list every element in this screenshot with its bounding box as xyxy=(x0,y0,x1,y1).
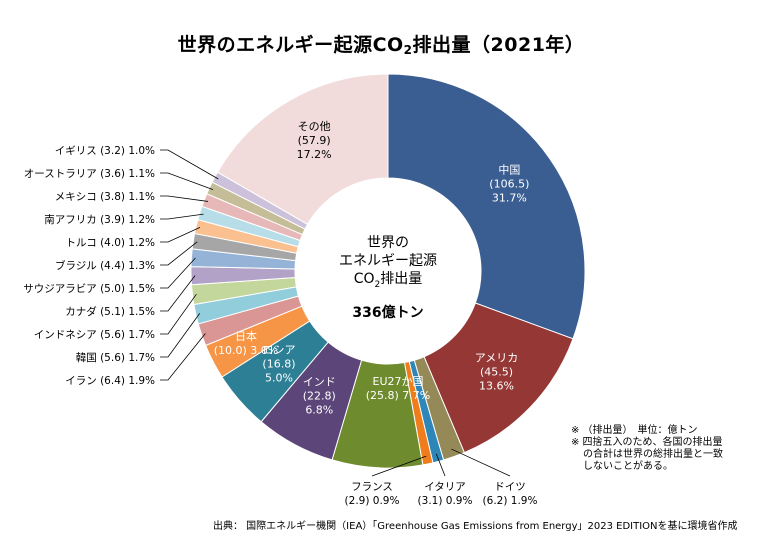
slice-0 xyxy=(387,73,586,340)
slice-6-value: (22.8) xyxy=(303,390,336,403)
leader-line-19 xyxy=(160,149,219,180)
slice-7-value: (16.8) xyxy=(262,358,295,371)
slice-18-label: オーストラリア (3.6) 1.1% xyxy=(24,168,155,180)
leader-line-9 xyxy=(160,333,206,381)
leader-line-4 xyxy=(371,455,427,477)
leader-line-17 xyxy=(160,195,209,202)
slice-15-label: トルコ (4.0) 1.2% xyxy=(65,237,155,249)
leader-line-16 xyxy=(160,213,204,220)
slice-1-pct: 13.6% xyxy=(479,380,514,393)
slice-3-name: イタリア xyxy=(424,481,466,493)
slice-3-value-pct: (3.1) 0.9% xyxy=(418,495,473,507)
slice-20-value: (57.9) xyxy=(298,134,331,147)
slice-9-label: イラン (6.4) 1.9% xyxy=(65,375,155,387)
slice-8-name: 日本 xyxy=(235,329,257,343)
slice-5-name: EU27か国 xyxy=(373,375,424,388)
leader-line-3 xyxy=(435,453,446,477)
chart-title: 世界のエネルギー起源CO2排出量（2021年） xyxy=(177,34,585,57)
leader-line-15 xyxy=(160,227,201,243)
center-line-2: エネルギー起源 xyxy=(339,253,437,269)
center-total: 336億トン xyxy=(352,304,423,321)
slice-16-label: 南アフリカ (3.9) 1.2% xyxy=(44,213,155,226)
slice-11-label: インドネシア (5.6) 1.7% xyxy=(34,329,155,341)
slice-4-value-pct: (2.9) 0.9% xyxy=(345,495,400,507)
slice-13-label: サウジアラビア (5.0) 1.5% xyxy=(23,283,155,295)
rounding-note-2: の合計は世界の総排出量と一致 xyxy=(583,449,723,460)
slice-8-value-pct: (10.0) 3.0% xyxy=(214,344,279,357)
leader-line-11 xyxy=(160,293,197,335)
slice-1-value: (45.5) xyxy=(480,366,513,379)
slice-0-value: (106.5) xyxy=(489,177,529,190)
slice-1-name: アメリカ xyxy=(475,352,518,365)
slice-10-label: 韓国 (5.6) 1.7% xyxy=(76,352,155,364)
leader-line-10 xyxy=(160,313,201,358)
rounding-note-1: ※ 四捨五入のため、各国の排出量 xyxy=(571,437,723,448)
slice-14-label: ブラジル (4.4) 1.3% xyxy=(55,259,155,272)
rounding-note-3: しないことがある。 xyxy=(583,461,673,472)
slice-2-value-pct: (6.2) 1.9% xyxy=(483,495,538,507)
slice-20-pct: 17.2% xyxy=(297,148,332,161)
slice-19-label: イギリス (3.2) 1.0% xyxy=(55,145,155,157)
leader-line-18 xyxy=(160,172,214,190)
center-line-3: CO2排出量 xyxy=(354,271,423,290)
leader-line-2 xyxy=(451,448,511,477)
slice-7-pct: 5.0% xyxy=(265,372,293,385)
slice-0-pct: 31.7% xyxy=(492,191,527,204)
slice-17-label: メキシコ (3.8) 1.1% xyxy=(55,191,155,203)
slice-6-pct: 6.8% xyxy=(305,404,333,417)
center-line-1: 世界の xyxy=(367,235,409,251)
leader-line-13 xyxy=(160,257,196,289)
slice-4-name: フランス xyxy=(351,481,393,493)
unit-note: ※ （排出量） 単位：億トン xyxy=(571,425,698,436)
slice-20-name: その他 xyxy=(298,120,331,133)
slice-20 xyxy=(216,73,389,226)
slice-7-name: ロシア xyxy=(262,344,295,357)
slice-2-name: ドイツ xyxy=(494,481,526,493)
slice-12-label: カナダ (5.1) 1.5% xyxy=(65,305,155,318)
slice-6-name: インド xyxy=(303,376,336,389)
leader-line-14 xyxy=(160,241,198,266)
slice-0-name: 中国 xyxy=(498,163,520,176)
slice-5-value-pct: (25.8) 7.7% xyxy=(366,389,431,402)
source-note: 出典： 国際エネルギー機関（IEA）「Greenhouse Gas Emissi… xyxy=(213,521,738,532)
leader-line-12 xyxy=(160,275,196,312)
